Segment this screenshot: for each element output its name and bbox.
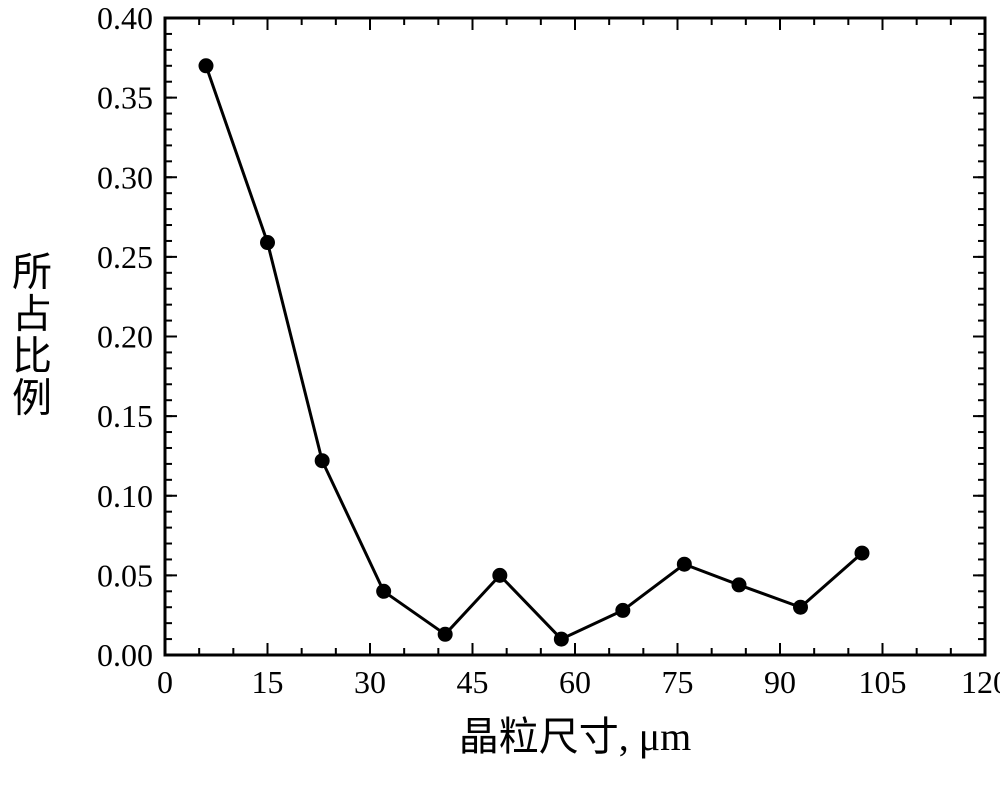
data-point [794, 600, 808, 614]
y-tick-label: 0.25 [97, 239, 153, 275]
chart-container: 0 15 30 45 60 75 90 105 120 0.00 0.05 0.10 0.15 0.20 0… [0, 0, 1000, 785]
y-tick-label: 0.15 [97, 398, 153, 434]
x-tick-label: 120 [961, 664, 1000, 700]
x-tick-label: 75 [662, 664, 694, 700]
x-tick-label: 105 [859, 664, 907, 700]
x-tick-label: 0 [157, 664, 173, 700]
y-tick-label: 0.20 [97, 319, 153, 355]
x-tick-label: 60 [559, 664, 591, 700]
y-tick-label: 0.10 [97, 478, 153, 514]
data-point [554, 632, 568, 646]
y-axis-label: 所占比例 [12, 250, 52, 421]
svg-text:比: 比 [12, 334, 52, 379]
y-tick-label: 0.40 [97, 0, 153, 36]
data-point [199, 59, 213, 73]
svg-text:所: 所 [12, 250, 52, 295]
data-point [616, 603, 630, 617]
data-point [315, 454, 329, 468]
x-tick-label: 45 [457, 664, 489, 700]
data-point [493, 568, 507, 582]
data-point [377, 584, 391, 598]
line-chart: 0 15 30 45 60 75 90 105 120 0.00 0.05 0.10 0.15 0.20 0… [0, 0, 1000, 785]
x-tick-label: 15 [252, 664, 284, 700]
data-point [732, 578, 746, 592]
svg-text:占: 占 [12, 292, 52, 337]
x-tick-label: 90 [764, 664, 796, 700]
y-tick-label: 0.00 [97, 637, 153, 673]
data-point [261, 236, 275, 250]
data-point [855, 546, 869, 560]
y-tick-label: 0.35 [97, 80, 153, 116]
svg-text:例: 例 [12, 376, 52, 421]
x-tick-label: 30 [354, 664, 386, 700]
x-axis-label: 晶粒尺寸, μm [459, 714, 692, 759]
data-point [438, 627, 452, 641]
y-tick-label: 0.30 [97, 159, 153, 195]
y-tick-label: 0.05 [97, 557, 153, 593]
data-point [677, 557, 691, 571]
